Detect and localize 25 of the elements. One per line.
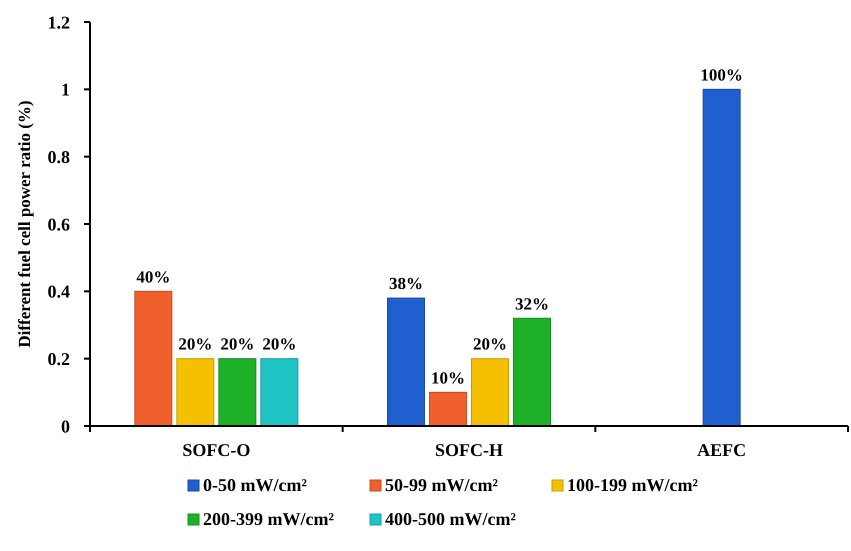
x-tick-label: SOFC-H: [434, 440, 504, 460]
y-tick-label: 1.2: [48, 12, 70, 32]
y-axis-title: Different fuel cell power ratio (%): [15, 100, 34, 348]
data-label: 100%: [700, 65, 743, 84]
y-tick-label: 0: [61, 416, 70, 436]
data-label: 38%: [389, 274, 423, 294]
x-tick-label: SOFC-O: [182, 440, 250, 460]
x-tick-label: AEFC: [697, 440, 746, 460]
y-tick-label: 0.4: [48, 282, 70, 302]
legend-label: 50-99 mW/cm²: [385, 475, 498, 495]
y-tick-label: 1: [61, 80, 70, 100]
data-label: 40%: [136, 267, 170, 286]
legend-label: 200-399 mW/cm²: [203, 509, 334, 529]
data-label: 20%: [473, 334, 507, 354]
legend-label: 0-50 mW/cm²: [203, 475, 307, 495]
y-tick-label: 0.2: [48, 348, 70, 369]
data-label: 10%: [431, 368, 465, 388]
data-label: 20%: [178, 334, 212, 354]
data-label: 20%: [220, 334, 254, 354]
y-tick-label: 0.8: [48, 146, 70, 167]
legend-label: 100-199 mW/cm²: [567, 475, 698, 495]
data-label: 32%: [515, 294, 549, 314]
data-label: 20%: [262, 334, 296, 354]
y-tick-label: 0.6: [48, 214, 70, 234]
legend-label: 400-500 mW/cm²: [385, 509, 516, 529]
